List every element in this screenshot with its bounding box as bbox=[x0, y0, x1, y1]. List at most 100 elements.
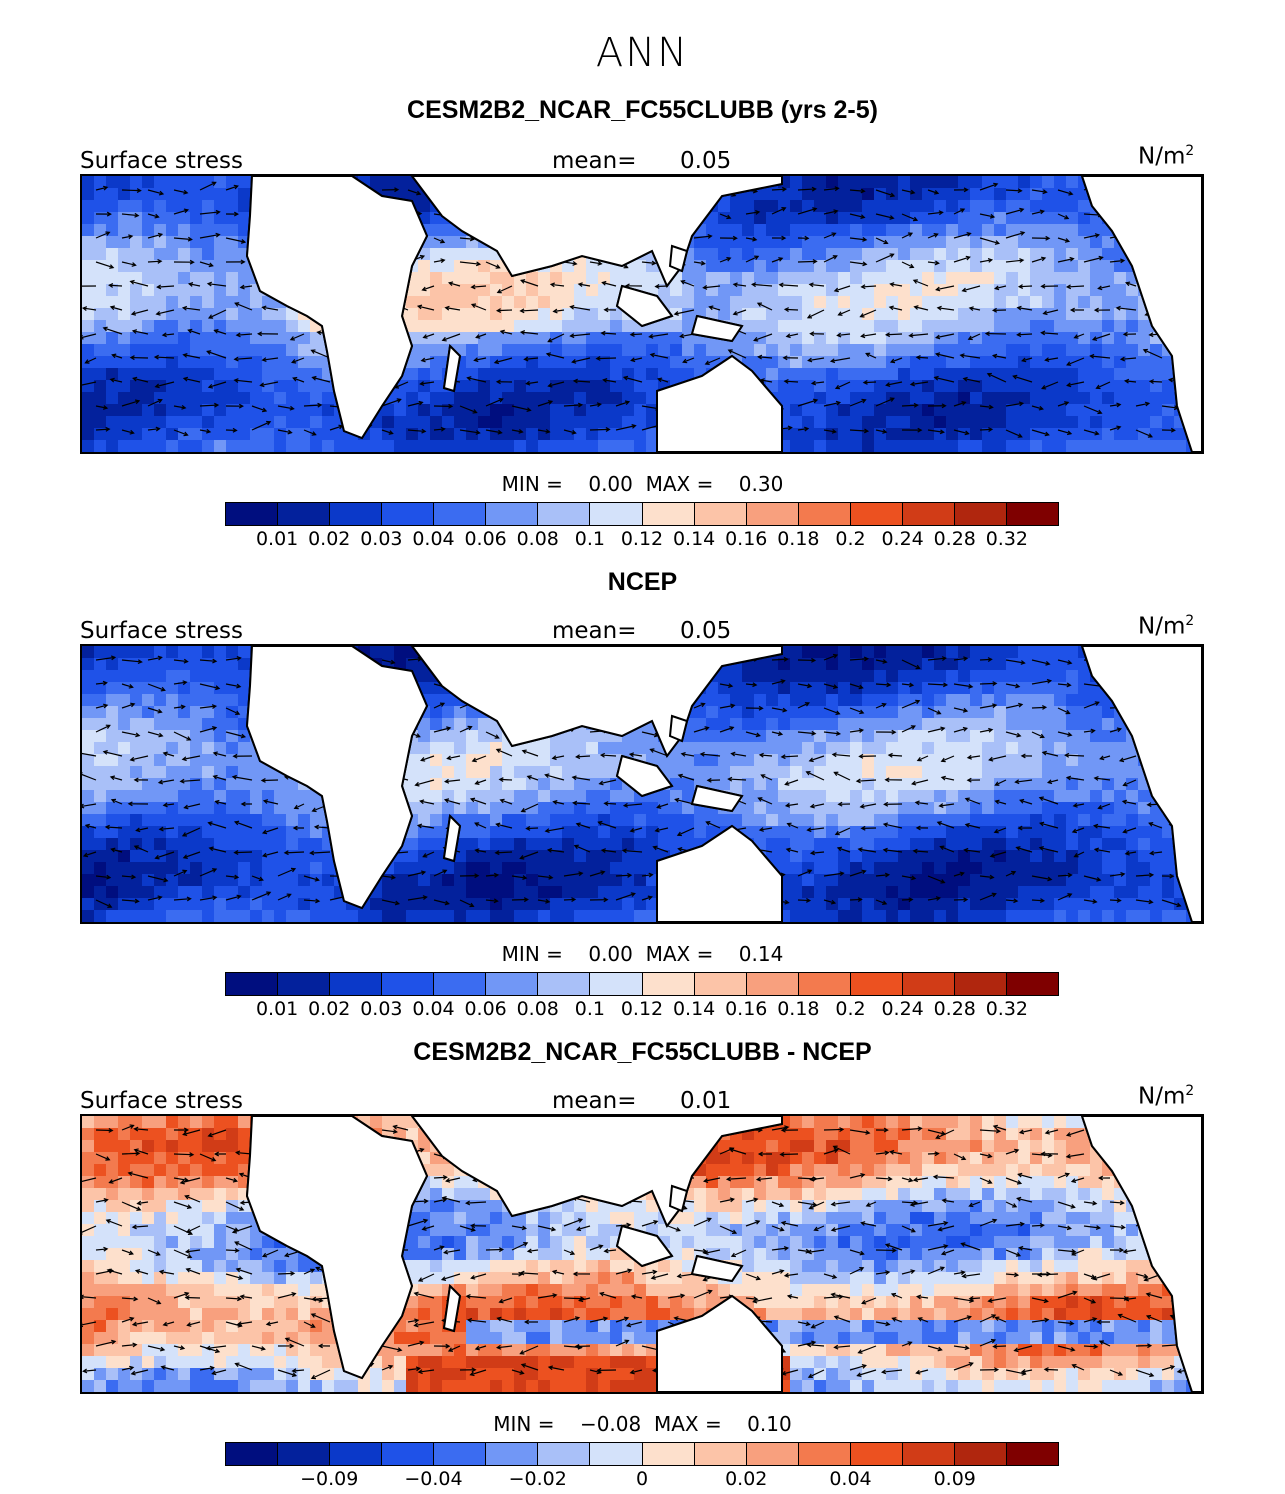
colorbar-tick-label: 0.28 bbox=[933, 528, 976, 550]
colorbar-swatch bbox=[1006, 503, 1058, 525]
panel-1-title: CESM2B2_NCAR_FC55CLUBB (yrs 2-5) bbox=[407, 96, 878, 124]
panel-2-title: NCEP bbox=[607, 568, 678, 596]
colorbar-swatch bbox=[642, 1443, 695, 1465]
colorbar-tick-label: 0.02 bbox=[308, 528, 351, 550]
colorbar-swatch bbox=[382, 973, 435, 995]
colorbar-swatch bbox=[434, 503, 487, 525]
colorbar-swatch bbox=[850, 973, 903, 995]
colorbar-swatch bbox=[590, 1443, 643, 1465]
colorbar-swatch bbox=[330, 503, 383, 525]
colorbar-tick-label: 0 bbox=[635, 1468, 649, 1490]
colorbar-tick-label: 0.03 bbox=[360, 528, 403, 550]
colorbar-tick-label: 0.04 bbox=[412, 998, 455, 1020]
panel-2-units: N/m2 bbox=[1138, 613, 1195, 640]
season-title: ANN bbox=[595, 30, 690, 76]
colorbar-swatch bbox=[1006, 1443, 1058, 1465]
panel-2-mean-label: mean= bbox=[552, 618, 637, 644]
panel-1-units: N/m2 bbox=[1138, 143, 1195, 170]
colorbar-tick-label: 0.1 bbox=[574, 528, 605, 550]
colorbar-tick-label: 0.12 bbox=[620, 998, 664, 1020]
colorbar-tick-label: 0.04 bbox=[829, 1468, 872, 1490]
panel-3-mean-value: 0.01 bbox=[680, 1088, 732, 1114]
colorbar-tick-label: 0.08 bbox=[516, 998, 559, 1020]
colorbar-tick-label: 0.02 bbox=[725, 1468, 768, 1490]
colorbar-swatch bbox=[486, 1443, 539, 1465]
colorbar-tick-label: −0.09 bbox=[300, 1468, 359, 1490]
colorbar-tick-label: 0.24 bbox=[881, 528, 924, 550]
panel-2-field bbox=[82, 646, 1202, 922]
colorbar-swatch bbox=[694, 973, 747, 995]
colorbar-swatch bbox=[642, 973, 695, 995]
colorbar-swatch bbox=[798, 503, 851, 525]
colorbar-tick-label: 0.28 bbox=[933, 998, 976, 1020]
colorbar-swatch bbox=[1006, 973, 1058, 995]
colorbar-tick-label: −0.04 bbox=[404, 1468, 463, 1490]
panel-3-variable: Surface stress bbox=[80, 1088, 243, 1114]
colorbar-swatch bbox=[590, 973, 643, 995]
colorbar-tick-label: 0.1 bbox=[574, 998, 605, 1020]
colorbar-tick-label: −0.02 bbox=[508, 1468, 567, 1490]
panel-3-colorbar bbox=[225, 1442, 1059, 1466]
panel-1-colorbar bbox=[225, 502, 1059, 526]
colorbar-swatch bbox=[382, 503, 435, 525]
colorbar-tick-label: 0.04 bbox=[412, 528, 455, 550]
colorbar-tick-label: 0.01 bbox=[255, 528, 299, 550]
colorbar-swatch bbox=[954, 503, 1007, 525]
colorbar-swatch bbox=[798, 973, 851, 995]
panel-1-map bbox=[80, 174, 1204, 454]
panel-3-title: CESM2B2_NCAR_FC55CLUBB - NCEP bbox=[413, 1038, 872, 1066]
panel-2-colorbar bbox=[225, 972, 1059, 996]
colorbar-tick-label: 0.06 bbox=[464, 998, 507, 1020]
colorbar-swatch bbox=[538, 1443, 591, 1465]
panel-2-mean-value: 0.05 bbox=[680, 618, 732, 644]
colorbar-swatch bbox=[642, 503, 695, 525]
colorbar-swatch bbox=[954, 973, 1007, 995]
colorbar-swatch bbox=[434, 973, 487, 995]
colorbar-tick-label: 0.03 bbox=[360, 998, 403, 1020]
colorbar-swatch bbox=[330, 1443, 383, 1465]
colorbar-swatch bbox=[694, 503, 747, 525]
colorbar-swatch bbox=[278, 1443, 331, 1465]
colorbar-tick-label: 0.14 bbox=[672, 998, 716, 1020]
colorbar-swatch bbox=[486, 973, 539, 995]
colorbar-tick-label: 0.06 bbox=[464, 528, 507, 550]
panel-1-mean-label: mean= bbox=[552, 148, 637, 174]
panel-2-variable: Surface stress bbox=[80, 618, 243, 644]
colorbar-swatch bbox=[538, 973, 591, 995]
colorbar-swatch bbox=[226, 503, 279, 525]
colorbar-swatch bbox=[382, 1443, 435, 1465]
panel-3-mean-label: mean= bbox=[552, 1088, 637, 1114]
colorbar-tick-label: 0.09 bbox=[933, 1468, 976, 1490]
colorbar-swatch bbox=[486, 503, 539, 525]
panel-1-mean-value: 0.05 bbox=[680, 148, 732, 174]
colorbar-swatch bbox=[226, 1443, 279, 1465]
colorbar-swatch bbox=[954, 1443, 1007, 1465]
panel-2-minmax: MIN = 0.00 MAX = 0.14 bbox=[501, 942, 784, 966]
colorbar-swatch bbox=[746, 973, 799, 995]
colorbar-swatch bbox=[694, 1443, 747, 1465]
colorbar-swatch bbox=[538, 503, 591, 525]
colorbar-swatch bbox=[798, 1443, 851, 1465]
colorbar-tick-label: 0.16 bbox=[725, 528, 768, 550]
colorbar-tick-label: 0.2 bbox=[835, 528, 866, 550]
colorbar-tick-label: 0.2 bbox=[835, 998, 866, 1020]
colorbar-swatch bbox=[226, 973, 279, 995]
colorbar-tick-label: 0.08 bbox=[516, 528, 559, 550]
colorbar-tick-label: 0.14 bbox=[672, 528, 716, 550]
colorbar-swatch bbox=[278, 503, 331, 525]
colorbar-swatch bbox=[278, 973, 331, 995]
panel-3-minmax: MIN = −0.08 MAX = 0.10 bbox=[493, 1412, 792, 1436]
colorbar-tick-label: 0.01 bbox=[255, 998, 299, 1020]
panel-3-units: N/m2 bbox=[1138, 1083, 1195, 1110]
colorbar-swatch bbox=[434, 1443, 487, 1465]
colorbar-tick-label: 0.32 bbox=[985, 528, 1029, 550]
colorbar-swatch bbox=[902, 1443, 955, 1465]
colorbar-swatch bbox=[902, 503, 955, 525]
colorbar-tick-label: 0.18 bbox=[777, 528, 820, 550]
colorbar-swatch bbox=[850, 1443, 903, 1465]
panel-3-field bbox=[82, 1116, 1202, 1392]
panel-1-variable: Surface stress bbox=[80, 148, 243, 174]
colorbar-tick-label: 0.24 bbox=[881, 998, 924, 1020]
panel-2-map bbox=[80, 644, 1204, 924]
colorbar-swatch bbox=[850, 503, 903, 525]
